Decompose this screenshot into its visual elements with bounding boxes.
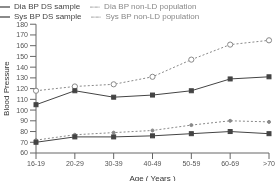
svg-text:50-59: 50-59 [182,160,200,167]
svg-text:40-49: 40-49 [144,160,162,167]
svg-text:Age ( Years ): Age ( Years ) [129,174,176,181]
html-text:Sys BP non-LD population: Sys BP non-LD population [105,12,200,22]
svg-text:>70: >70 [263,160,271,167]
svg-text:150: 150 [16,53,28,60]
svg-text:100: 100 [16,107,28,114]
svg-text:180: 180 [16,21,28,28]
svg-text:120: 120 [16,85,28,92]
html-text:Dia BP non-LD population: Dia BP non-LD population [104,2,197,12]
svg-text:110: 110 [17,96,28,103]
svg-text:20-29: 20-29 [66,160,84,167]
svg-text:160: 160 [16,42,28,49]
svg-text:60-69: 60-69 [221,160,239,167]
html-text:Dia BP DS sample: Dia BP DS sample [14,2,81,12]
svg-text:60: 60 [20,149,28,156]
svg-text:140: 140 [16,64,28,71]
svg-text:80: 80 [20,128,28,135]
svg-text:170: 170 [16,31,28,38]
html-text:Sys BP DS sample: Sys BP DS sample [14,12,82,22]
svg-text:16-19: 16-19 [27,160,45,167]
svg-text:30-39: 30-39 [105,160,123,167]
svg-text:130: 130 [16,74,28,81]
svg-text:Blood Pressure: Blood Pressure [8,61,11,116]
svg-text:70: 70 [20,139,28,146]
svg-text:90: 90 [20,117,28,124]
